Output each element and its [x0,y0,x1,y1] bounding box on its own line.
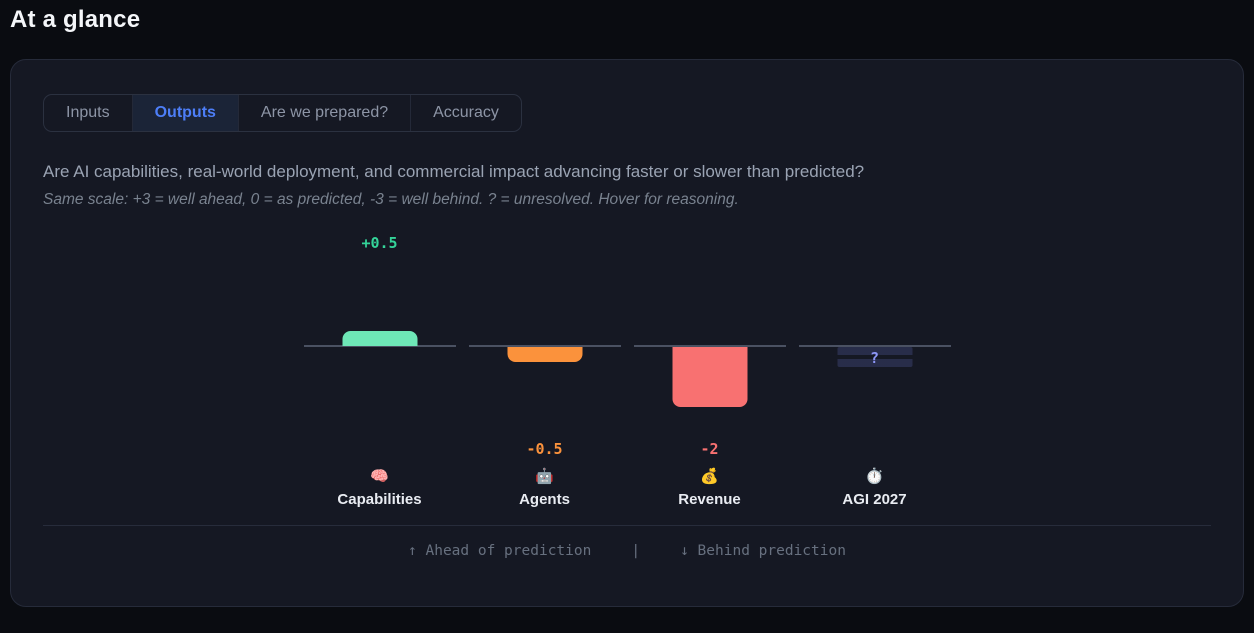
tab-outputs[interactable]: Outputs [131,95,238,131]
at-a-glance-card: Inputs Outputs Are we prepared? Accuracy… [10,59,1244,607]
category-label-capabilities: Capabilities [337,491,422,508]
legend-ahead: ↑ Ahead of prediction [408,543,592,559]
unresolved-question-mark: ? [869,349,880,367]
chart-column-revenue: -2 💰 Revenue [633,233,786,508]
value-label-bottom-revenue: -2 [700,440,719,458]
bar-chart: +0.5 🧠 Capabilities -0.5 🤖 Agents -2 💰 Revenue? ⏱… [303,233,951,508]
value-label-bottom-agents: -0.5 [526,440,563,458]
stopwatch-emoji: ⏱️ [865,468,884,485]
page-title: At a glance [10,6,141,33]
legend-separator: | [631,543,641,559]
plot-area-revenue [633,255,786,437]
category-label-agi-2027: AGI 2027 [842,491,907,508]
zero-baseline-revenue [633,345,786,347]
robot-emoji: 🤖 [535,468,554,485]
footer-divider [43,525,1211,526]
bar-revenue[interactable] [672,347,747,407]
tab-accuracy[interactable]: Accuracy [410,95,521,131]
chart-column-capabilities: +0.5 🧠 Capabilities [303,233,456,508]
zero-baseline-agi-2027 [798,345,951,347]
chart-column-agi-2027: ? ⏱️ AGI 2027 [798,233,951,508]
zero-baseline-capabilities [303,345,456,347]
category-label-agents: Agents [519,491,570,508]
chart-question: Are AI capabilities, real-world deployme… [43,162,865,181]
money-bag-emoji: 💰 [700,468,719,485]
plot-area-capabilities [303,255,456,437]
chart-column-agents: -0.5 🤖 Agents [468,233,621,508]
category-label-revenue: Revenue [678,491,741,508]
tab-bar: Inputs Outputs Are we prepared? Accuracy [43,94,522,132]
plot-area-agi-2027: ? [798,255,951,437]
chart-legend: ↑ Ahead of prediction | ↓ Behind predict… [43,526,1211,576]
bar-agents[interactable] [507,347,582,362]
plot-area-agents [468,255,621,437]
tab-inputs[interactable]: Inputs [66,104,110,121]
brain-emoji: 🧠 [370,468,389,485]
value-label-top-capabilities: +0.5 [361,234,398,252]
bar-unresolved-agi-2027[interactable] [837,347,912,367]
legend-behind: ↓ Behind prediction [680,543,846,559]
zero-baseline-agents [468,345,621,347]
tab-are-we-prepared[interactable]: Are we prepared? [237,95,410,131]
scale-note: Same scale: +3 = well ahead, 0 = as pred… [43,191,739,208]
bar-capabilities[interactable] [342,331,417,346]
